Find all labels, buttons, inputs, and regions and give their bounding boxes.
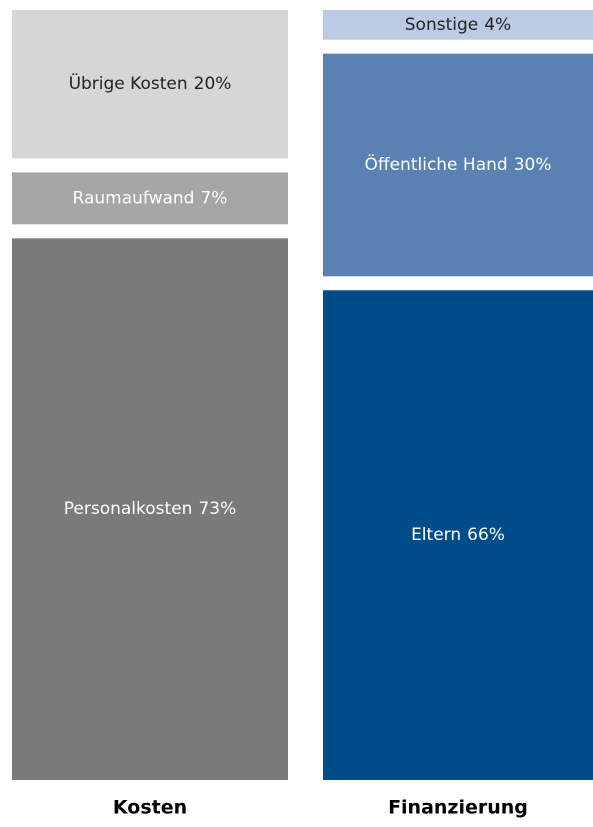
value-label: 30% [514, 155, 552, 175]
series-name: Raumaufwand [73, 188, 195, 208]
value-label: 4% [484, 15, 511, 35]
series-name: Öffentliche Hand [365, 153, 508, 175]
category-label: Kosten [113, 797, 187, 819]
bar-segment [323, 10, 593, 40]
segment-label: Übrige Kosten 20% [69, 72, 232, 94]
value-label: 7% [200, 188, 227, 208]
bar-segment [12, 238, 288, 781]
segment-label: Eltern 66% [411, 525, 505, 545]
value-label: 73% [198, 499, 236, 519]
segment-label: Sonstige 4% [405, 15, 511, 35]
series-name: Eltern [411, 525, 461, 545]
bar-segment [12, 10, 288, 159]
series-name: Sonstige [405, 15, 478, 35]
bar-segment [12, 172, 288, 225]
segment-label: Personalkosten 73% [64, 499, 236, 519]
value-label: 66% [467, 525, 505, 545]
bar-segment [323, 53, 593, 277]
segment-label: Raumaufwand 7% [73, 188, 228, 208]
series-name: Personalkosten [64, 499, 193, 519]
bar-segment [323, 290, 593, 780]
series-name: Übrige Kosten [69, 72, 188, 94]
category-label: Finanzierung [388, 797, 528, 819]
value-label: 20% [194, 74, 232, 94]
segment-label: Öffentliche Hand 30% [365, 153, 552, 175]
